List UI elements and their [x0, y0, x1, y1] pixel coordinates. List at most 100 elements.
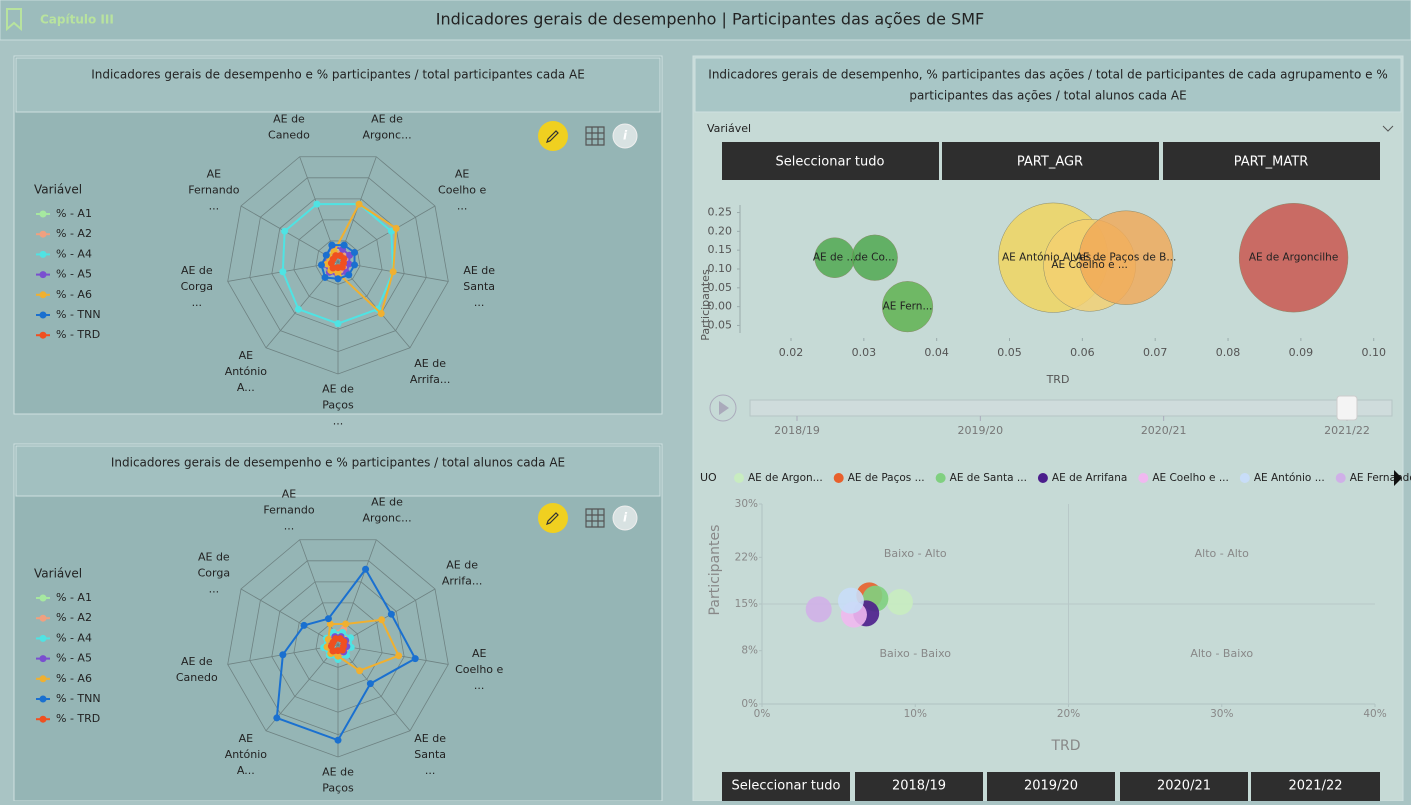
x-tick-label: 40%: [1363, 708, 1386, 720]
y-axis-title: Participantes: [707, 525, 723, 616]
axis-label: AE de Argonc...: [362, 495, 411, 524]
legend-next[interactable]: [1394, 470, 1402, 486]
slicer-button[interactable]: [722, 772, 850, 801]
info-glyph: i: [623, 511, 628, 525]
slicer-button[interactable]: [855, 772, 983, 801]
legend-marker: [39, 311, 47, 319]
table-icon[interactable]: [585, 126, 605, 146]
y-tick-label: 0.20: [708, 224, 733, 237]
slicer-button-label: 2021/22: [1288, 779, 1342, 794]
slicer-button-label: 2020/21: [1157, 779, 1211, 794]
radar-series: [275, 567, 417, 742]
info-button[interactable]: [612, 505, 638, 531]
timeline-label: 2018/19: [774, 424, 820, 437]
slicer-button-label: Seleccionar tudo: [776, 155, 885, 170]
info-glyph: i: [623, 129, 628, 143]
legend-marker: [39, 695, 47, 703]
radar-point: [334, 264, 342, 272]
axis-label: AE Fernando...: [263, 487, 314, 532]
bubble[interactable]: [886, 589, 913, 615]
radar-point: [362, 565, 370, 573]
bubble-label: de Co...: [855, 252, 895, 264]
timeline-thumb[interactable]: [1336, 395, 1358, 421]
radar-ring: [227, 539, 449, 758]
radar-point: [340, 241, 348, 249]
legend-label: % - A6: [56, 288, 92, 301]
legend-title: Variável: [34, 567, 82, 581]
radar-point: [321, 273, 329, 281]
legend-marker: [1335, 473, 1346, 483]
radar-ring: [293, 602, 383, 691]
radar-point: [356, 667, 364, 675]
axis-label: AE de Canedo: [176, 655, 218, 684]
slicer-button[interactable]: [987, 772, 1115, 801]
bubble[interactable]: [881, 281, 934, 333]
legend-marker: [39, 250, 47, 258]
x-tick-label: 20%: [1057, 708, 1080, 720]
legend-label: AE Coelho e ...: [1152, 472, 1229, 484]
page-title: Indicadores gerais de desempenho | Parti…: [436, 10, 984, 29]
bubble[interactable]: [851, 234, 898, 281]
legend-marker: [1138, 473, 1149, 483]
radar-point: [389, 268, 397, 276]
info-button[interactable]: [612, 123, 638, 149]
bubble-label: AE Fern...: [883, 301, 933, 313]
radar-point: [281, 227, 289, 235]
bubble[interactable]: [1238, 203, 1349, 313]
panel-title-box: [15, 445, 661, 497]
y-tick-label: 0.25: [708, 206, 733, 219]
x-tick-label: 0.07: [1143, 346, 1168, 359]
legend-label: AE de Santa ...: [950, 472, 1027, 484]
axis-label: AE Fernando...: [188, 167, 239, 212]
radar-point: [273, 714, 281, 722]
panel: [692, 55, 1404, 802]
panel-title-box: [15, 57, 661, 113]
x-tick-label: 0.04: [924, 346, 949, 359]
slicer-button-label: PART_AGR: [1017, 155, 1083, 170]
legend-label: AE António ...: [1254, 472, 1325, 484]
legend-label: % - TNN: [56, 692, 101, 705]
legend-label: AE de Argon...: [748, 472, 823, 484]
slicer-button[interactable]: [1163, 142, 1380, 180]
radar-spoke: [337, 588, 436, 646]
axis-label: AE Coelho e...: [455, 647, 503, 692]
bubble[interactable]: [837, 587, 864, 614]
radar-point: [279, 268, 287, 276]
slicer-button[interactable]: [1120, 772, 1248, 801]
radar-point: [378, 616, 386, 624]
edit-button[interactable]: [538, 121, 568, 151]
legend-marker: [39, 291, 47, 299]
y-tick-label: 0.10: [708, 262, 733, 275]
slicer-button[interactable]: [1251, 772, 1380, 801]
bubble-label: AE António Alves ...: [1002, 252, 1104, 264]
legend-label: % - A4: [56, 631, 92, 644]
radar-point: [300, 621, 308, 629]
slicer-button[interactable]: [942, 142, 1159, 180]
edit-button[interactable]: [538, 503, 568, 533]
radar-point: [334, 652, 342, 660]
x-tick-label: 0.05: [997, 346, 1022, 359]
legend-title: UO: [700, 471, 717, 484]
legend-marker: [39, 634, 47, 642]
timeline-label: 2021/22: [1324, 424, 1370, 437]
timeline-label: 2019/20: [957, 424, 1003, 437]
play-button[interactable]: [709, 394, 737, 422]
radar-point: [377, 309, 385, 317]
legend-marker: [1239, 473, 1250, 483]
radar-point: [334, 320, 342, 328]
slicer-button[interactable]: [722, 142, 939, 180]
header-bar: [0, 0, 1411, 41]
legend-label: % - A6: [56, 672, 92, 685]
table-icon[interactable]: [585, 508, 605, 528]
timeline-track: [749, 399, 1393, 417]
legend-marker: [39, 230, 47, 238]
bubble[interactable]: [805, 596, 832, 623]
slicer-label: Variável: [707, 122, 751, 135]
radar-point: [334, 736, 342, 744]
bubble[interactable]: [1078, 210, 1174, 305]
chapter-link[interactable]: Capítulo III: [40, 13, 114, 27]
slicer-button-label: 2018/19: [892, 779, 946, 794]
x-tick-label: 10%: [904, 708, 927, 720]
axis-label: AE de Santa...: [414, 732, 446, 777]
radar-point: [294, 305, 302, 313]
